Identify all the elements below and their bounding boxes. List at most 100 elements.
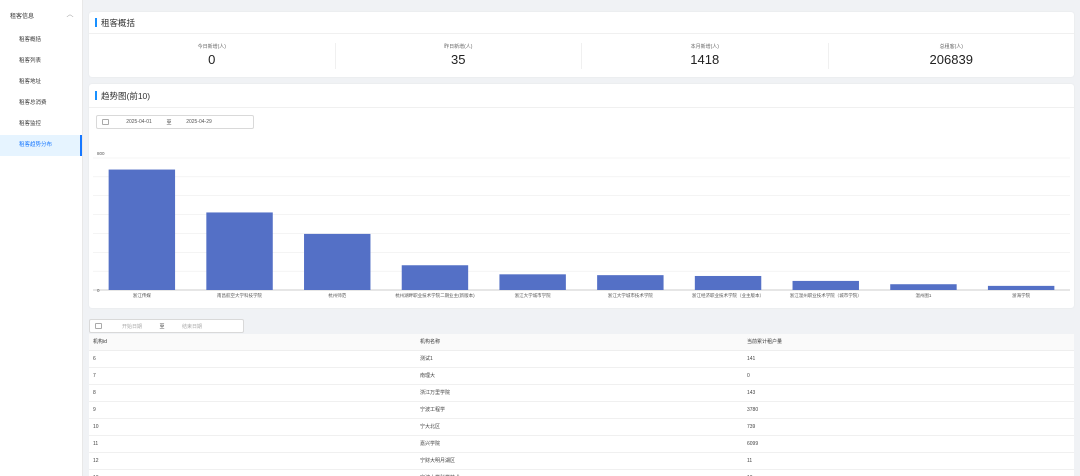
stat-value: 1418 [690,51,720,67]
cell-id: 8 [89,384,420,402]
date-separator: 至 [159,323,165,330]
cell-name: 宁财大明月湖区 [420,452,747,470]
start-date-input[interactable]: 开始日期 [121,323,142,330]
sidebar-item-address[interactable]: 租客地址 [19,79,42,85]
cell-name: 宁大北区 [420,418,747,436]
table-row[interactable]: 11 嘉兴学院 6099 [89,435,1074,453]
overview-card: 租客概括 今日新增(人) 0 昨日新增(人) 35 本月新增(人) 1418 总… [89,12,1074,77]
x-category-label: 浙江温州职业技术学院（城市学院） [790,292,862,299]
sidebar: 租客信息 ︿ 租客概括 租客列表 租客地址 租客总消费 租客监控 租客趋势分布 [0,0,83,476]
table-row[interactable]: 10 宁大北区 739 [89,418,1074,436]
sidebar-item-monitor[interactable]: 租客监控 [19,121,42,127]
stat-label: 今日新增(人) [197,43,226,50]
cell-name: 宁波大学科学技术 [420,469,747,476]
chart-bar[interactable] [694,275,762,290]
x-category-label: 浙江大学城市学院 [515,292,551,299]
stat-label: 昨日新增(人) [444,43,473,50]
cell-name: 浙江万里学院 [420,384,747,402]
title-accent-bar [95,91,97,100]
overview-header: 租客概括 [89,12,1074,34]
chart-bar[interactable] [108,169,176,290]
cell-name: 嘉兴学院 [420,435,747,453]
table-row[interactable]: 13宁波大学科学技术10 [89,469,1074,476]
sidebar-group-label: 租客信息 [10,13,35,20]
col-header-id[interactable]: 机构id [89,334,420,351]
end-date-input[interactable]: 结束日期 [181,323,202,330]
chart-bar[interactable] [792,280,859,290]
cell-name: 南理大 [420,367,747,385]
chart-bar[interactable] [304,233,371,290]
chart-bar[interactable] [597,275,664,290]
stat-value: 35 [451,51,466,67]
stats-row: 今日新增(人) 0 昨日新增(人) 35 本月新增(人) 1418 总租客(人)… [89,34,1074,77]
title-accent-bar [95,18,97,27]
chevron-up-icon: ︿ [66,11,74,18]
calendar-icon [102,119,109,125]
trend-end-date[interactable]: 2025-04-29 [186,119,212,125]
tenant-table: 机构id 机构名称 当前累计租户量 6 测试1 141 7 南理大 0 8 浙江万里学院 143… [89,334,1074,476]
trend-header: 趋势图(前10) [89,84,1074,108]
y-tick-label: 0 [97,288,100,293]
chart-bar[interactable] [206,212,273,290]
calendar-icon [95,323,102,329]
x-category-label: 浙江经济职业技术学院（业主版本） [692,292,764,299]
cell-count: 11 [747,452,1074,470]
table-row[interactable]: 12 宁财大明月湖区 11 [89,452,1074,470]
sidebar-item-consumption[interactable]: 租客总消费 [19,100,47,106]
sidebar-group-header[interactable]: 租客信息 ︿ [0,0,82,30]
table-row[interactable]: 9 宁波工程学 3780 [89,401,1074,419]
x-category-label: 温州图1 [915,292,931,299]
x-category-label: 浙江传媒 [133,292,151,299]
cell-id: 13 [89,469,420,476]
table-row[interactable]: 6 测试1 141 [89,350,1074,368]
trend-start-date[interactable]: 2025-04-01 [126,119,152,125]
table-header-row: 机构id 机构名称 当前累计租户量 [89,334,1074,351]
stat-total: 总租客(人) 206839 [829,43,1075,69]
col-header-count[interactable]: 当前累计租户量 [747,334,1074,351]
cell-count: 10 [747,469,1074,476]
x-category-label: 杭州湖畔职业技术学院二期业主(新版本) [395,292,475,299]
cell-id: 12 [89,452,420,470]
chart-bar[interactable] [987,285,1055,290]
stat-label: 本月新增(人) [690,43,719,50]
cell-id: 7 [89,367,420,385]
table-date-range-picker[interactable]: 开始日期 至 结束日期 [89,319,244,333]
sidebar-item-trend[interactable]: 租客趋势分布 [0,135,82,156]
cell-count: 0 [747,367,1074,385]
col-header-name[interactable]: 机构名称 [420,334,747,351]
overview-title: 租客概括 [101,17,136,28]
cell-id: 11 [89,435,420,453]
x-category-label: 南昌航空大学科技学院 [217,292,262,299]
date-separator: 至 [166,119,172,126]
cell-count: 6099 [747,435,1074,453]
table-row[interactable]: 8 浙江万里学院 143 [89,384,1074,402]
cell-name: 测试1 [420,350,747,368]
trend-bar-chart: 800 0 浙江传媒 南昌航空大学科技学院 杭州师范 杭州湖畔职业技术学院二期业主(新版本… [93,151,1070,299]
stat-today: 今日新增(人) 0 [89,42,336,69]
chart-bar[interactable] [499,274,566,290]
trend-date-range-picker[interactable]: 2025-04-01 至 2025-04-29 [96,115,254,129]
stat-value: 206839 [929,51,973,67]
chart-bar[interactable] [890,284,957,290]
stat-yesterday: 昨日新增(人) 35 [336,42,582,69]
x-category-label: 杭州师范 [328,292,346,299]
trend-card: 趋势图(前10) 2025-04-01 至 2025-04-29 800 0 浙江传… [89,84,1074,308]
cell-count: 739 [747,418,1074,436]
y-tick-label: 800 [97,151,105,156]
cell-count: 143 [747,384,1074,402]
cell-count: 3780 [747,401,1074,419]
x-category-label: 浙江大学城市技术学院 [608,292,653,299]
cell-id: 9 [89,401,420,419]
cell-name: 宁波工程学 [420,401,747,419]
chart-bar[interactable] [401,265,469,290]
trend-title: 趋势图(前10) [101,90,151,101]
cell-id: 6 [89,350,420,368]
sidebar-item-overview[interactable]: 租客概括 [19,37,42,43]
cell-count: 141 [747,350,1074,368]
table-row[interactable]: 7 南理大 0 [89,367,1074,385]
stat-label: 总租客(人) [939,43,963,50]
x-category-label: 浙海学院 [1012,292,1030,299]
stat-value: 0 [208,51,216,67]
sidebar-item-list[interactable]: 租客列表 [19,58,42,64]
stat-month: 本月新增(人) 1418 [582,42,829,69]
